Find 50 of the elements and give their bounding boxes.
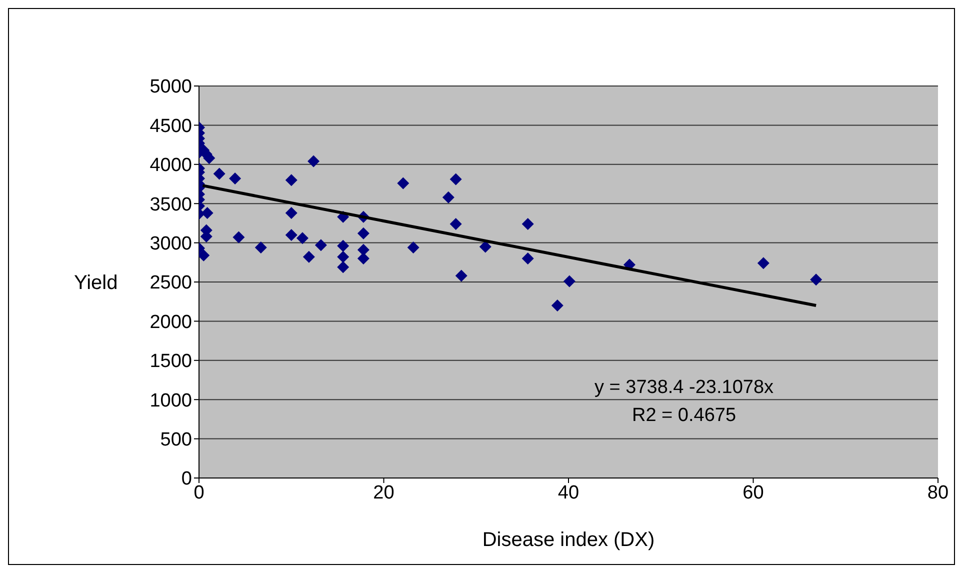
- annotation: y = 3738.4 -23.1078x: [593, 376, 775, 400]
- y-tick-label: 3000: [150, 234, 192, 255]
- point: [450, 218, 462, 230]
- y-tick-label: 0: [181, 468, 192, 490]
- point: [442, 191, 454, 204]
- point: [254, 242, 267, 254]
- x-tick-label: 80: [927, 482, 949, 504]
- point: [302, 250, 315, 263]
- point: [357, 244, 370, 256]
- point: [308, 155, 320, 168]
- point: [285, 174, 298, 186]
- point: [285, 207, 298, 220]
- x-axis-title: Disease index (DX): [482, 529, 655, 551]
- x-tick-label: 20: [373, 482, 394, 504]
- y-tick-label: 2000: [150, 312, 192, 333]
- y-tick-label: 4500: [150, 116, 192, 137]
- point: [201, 207, 214, 220]
- point: [407, 242, 420, 254]
- point: [199, 249, 210, 262]
- point: [522, 252, 534, 264]
- point: [337, 240, 350, 252]
- annotation: R2 = 0.4675: [630, 404, 738, 428]
- y-tick-label: 1500: [150, 351, 192, 372]
- point: [337, 250, 350, 263]
- point: [357, 227, 370, 240]
- point: [296, 232, 308, 244]
- point: [551, 300, 564, 312]
- point: [229, 172, 242, 185]
- y-tick-label: 1000: [150, 390, 192, 412]
- point: [397, 177, 410, 190]
- y-axis-title: Yield: [74, 272, 118, 294]
- y-tick-label: 4000: [150, 155, 192, 176]
- y-tick-label: 3500: [150, 194, 192, 216]
- point: [285, 228, 298, 241]
- point: [757, 257, 770, 270]
- x-tick-label: 60: [742, 482, 764, 504]
- point: [337, 261, 350, 274]
- x-tick-label: 40: [558, 482, 580, 504]
- y-tick-label: 5000: [150, 76, 192, 98]
- point: [563, 275, 576, 288]
- point: [232, 231, 245, 244]
- y-tick-label: 2500: [150, 272, 192, 294]
- point: [522, 218, 534, 230]
- point: [810, 274, 822, 286]
- y-tick-label: 500: [160, 430, 192, 451]
- point: [450, 173, 462, 186]
- point: [314, 239, 327, 252]
- point: [455, 270, 468, 282]
- point: [479, 240, 492, 253]
- point: [213, 168, 226, 180]
